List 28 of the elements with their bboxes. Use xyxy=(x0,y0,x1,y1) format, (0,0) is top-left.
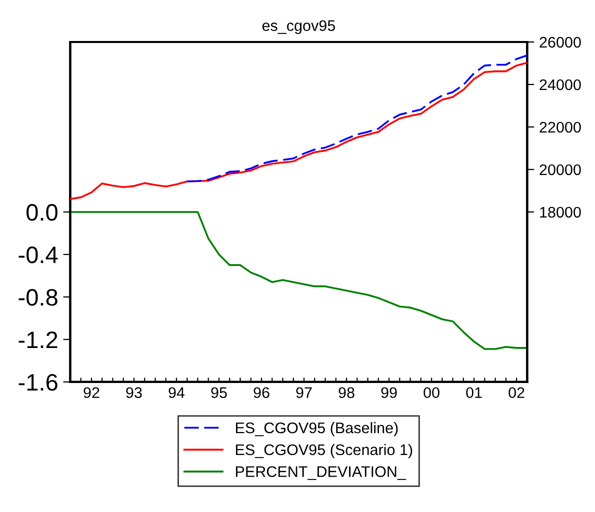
x-tick-label: 94 xyxy=(168,387,185,398)
legend-label: PERCENT_DEVIATION_ xyxy=(236,466,406,480)
x-tick-label: 00 xyxy=(424,387,440,398)
y2-tick-label: 26000 xyxy=(540,36,581,48)
line-series xyxy=(186,54,528,182)
x-tick-label: 96 xyxy=(254,387,270,398)
y2-tick-label: 22000 xyxy=(540,122,581,133)
x-tick-label: 92 xyxy=(84,387,100,398)
y-tick-label: -0.8 xyxy=(18,289,58,306)
y2-tick-label: 24000 xyxy=(540,79,581,90)
line-series xyxy=(70,211,528,350)
x-tick-label: 99 xyxy=(381,387,397,398)
x-tick-label: 01 xyxy=(466,387,482,398)
y-tick-label: -0.4 xyxy=(18,246,58,264)
legend-label: ES_CGOV95 (Baseline) xyxy=(236,422,398,436)
chart-title: es_cgov95 xyxy=(262,20,335,34)
x-tick-label: 95 xyxy=(211,387,227,398)
line-series xyxy=(70,62,528,200)
y-tick-label: -1.6 xyxy=(18,374,58,391)
x-tick-label: 97 xyxy=(296,387,312,398)
x-tick-label: 98 xyxy=(338,387,354,398)
y-tick-label: 0.0 xyxy=(26,204,58,221)
y2-tick-label: 20000 xyxy=(540,164,581,176)
x-tick-label: 93 xyxy=(126,387,142,398)
x-tick-label: 02 xyxy=(508,387,524,398)
y2-tick-label: 18000 xyxy=(540,206,581,218)
legend-label: ES_CGOV95 (Scenario 1) xyxy=(236,444,412,458)
y-tick-label: -1.2 xyxy=(18,332,58,348)
